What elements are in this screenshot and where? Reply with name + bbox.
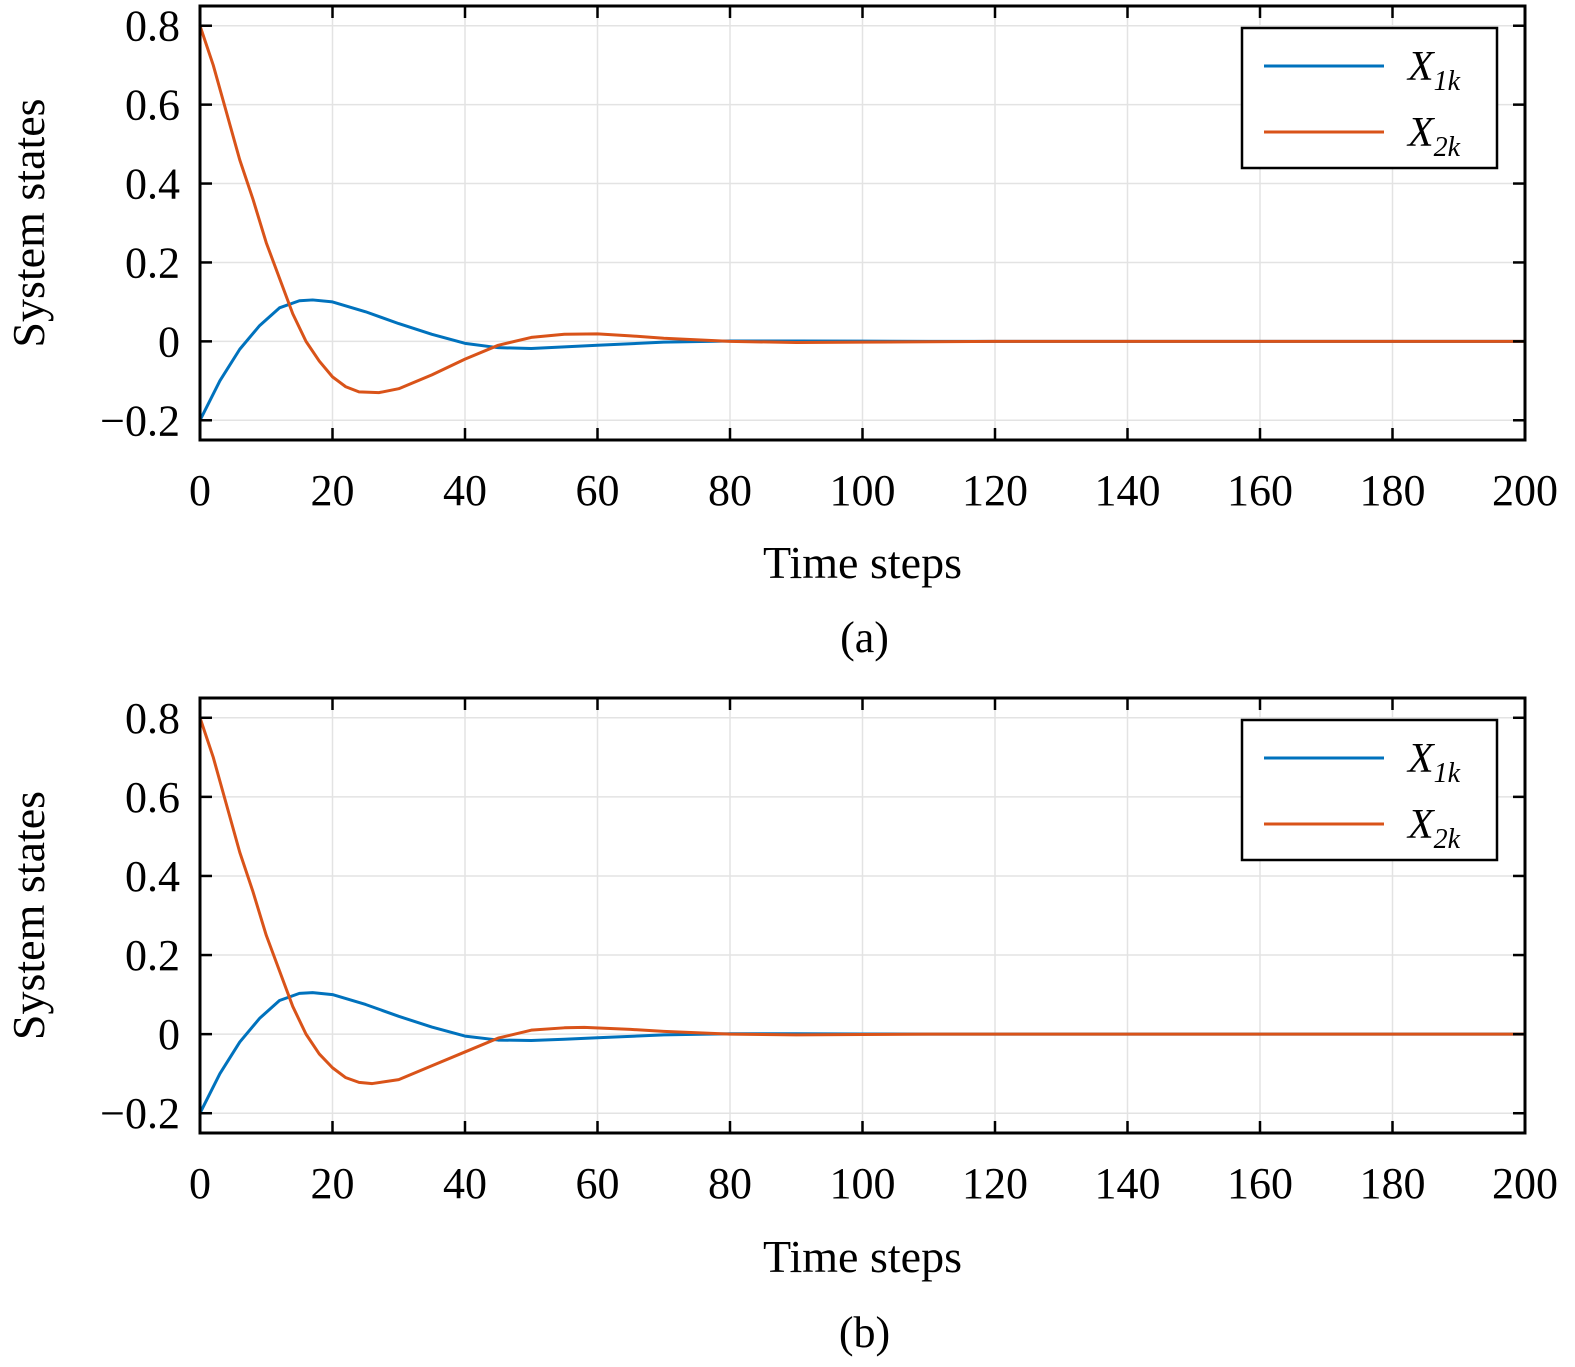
legend-box	[1240, 718, 1499, 862]
legend-label-subscript: 1k	[1434, 66, 1461, 97]
x-tick-label: 160	[1227, 466, 1293, 515]
x-tick-label: 100	[830, 466, 896, 515]
x-tick-label: 160	[1227, 1159, 1293, 1208]
legend-label-main: X	[1406, 802, 1436, 848]
legend-label-subscript: 2k	[1434, 132, 1461, 163]
panel-caption: (b)	[839, 1308, 890, 1357]
x-tick-label: 60	[576, 1159, 620, 1208]
y-axis-title: System states	[3, 791, 54, 1040]
x-tick-label: 0	[189, 466, 211, 515]
x-tick-label: 140	[1095, 466, 1161, 515]
x-tick-label: 200	[1492, 466, 1558, 515]
y-tick-label: 0.6	[125, 81, 180, 130]
x-tick-label: 80	[708, 1159, 752, 1208]
x-tick-label: 200	[1492, 1159, 1558, 1208]
legend-label-x2k: X2k	[1406, 802, 1461, 855]
x-tick-label: 120	[962, 1159, 1028, 1208]
legend-label-x1k: X1k	[1406, 736, 1461, 789]
legend-label-x1k: X1k	[1406, 44, 1461, 97]
y-axis-title: System states	[3, 98, 54, 347]
legend-label-subscript: 2k	[1434, 824, 1461, 855]
x-tick-label: 60	[576, 466, 620, 515]
panel-caption: (a)	[840, 613, 889, 662]
x-tick-label: 20	[311, 1159, 355, 1208]
y-tick-label: 0	[158, 1010, 180, 1059]
y-tick-label: 0.4	[125, 160, 180, 209]
y-tick-label: 0.4	[125, 852, 180, 901]
x-tick-label: 120	[962, 466, 1028, 515]
x-tick-label: 180	[1360, 466, 1426, 515]
y-tick-label: 0.2	[125, 931, 180, 980]
x-tick-label: 40	[443, 1159, 487, 1208]
x-tick-label: 100	[830, 1159, 896, 1208]
series-line-x2k	[198, 716, 1527, 1086]
x-tick-label: 80	[708, 466, 752, 515]
y-tick-label: −0.2	[100, 396, 180, 445]
x-tick-label: 20	[311, 466, 355, 515]
legend-label-subscript: 1k	[1434, 758, 1461, 789]
legend-box	[1240, 26, 1499, 170]
y-tick-label: −0.2	[100, 1089, 180, 1138]
x-tick-label: 140	[1095, 1159, 1161, 1208]
legend-label-main: X	[1406, 110, 1436, 156]
series-line-x2k	[198, 24, 1527, 395]
x-axis-title: Time steps	[763, 537, 962, 588]
y-tick-label: 0.2	[125, 238, 180, 287]
x-tick-label: 180	[1360, 1159, 1426, 1208]
legend-label-main: X	[1406, 44, 1436, 90]
chart-panel-a: 0 20 40 60 80 100 120 140 160 180 200−0.200.20.40.…	[3, 2, 1558, 662]
legend-label-main: X	[1406, 736, 1436, 782]
legend-label-x2k: X2k	[1406, 110, 1461, 163]
x-tick-label: 40	[443, 466, 487, 515]
x-tick-label: 0	[189, 1159, 211, 1208]
y-tick-label: 0.6	[125, 773, 180, 822]
y-tick-label: 0.8	[125, 2, 180, 51]
y-tick-label: 0.8	[125, 694, 180, 743]
chart-panel-b: 0 20 40 60 80 100 120 140 160 180 200−0.200.20.40.…	[3, 694, 1558, 1357]
x-axis-title: Time steps	[763, 1231, 962, 1282]
y-tick-label: 0	[158, 317, 180, 366]
